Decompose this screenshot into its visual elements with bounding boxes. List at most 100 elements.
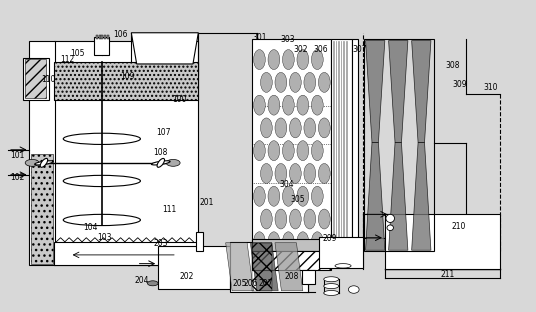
Ellipse shape	[304, 163, 316, 183]
Ellipse shape	[304, 118, 316, 138]
Bar	[302, 270, 315, 284]
Ellipse shape	[311, 232, 323, 252]
Text: 310: 310	[483, 83, 498, 92]
Text: 112: 112	[60, 55, 74, 64]
Text: 203: 203	[153, 239, 168, 248]
Ellipse shape	[282, 50, 294, 70]
Text: 207: 207	[258, 280, 273, 288]
Text: 211: 211	[441, 270, 455, 279]
Ellipse shape	[387, 225, 393, 231]
Ellipse shape	[318, 72, 330, 92]
Ellipse shape	[275, 163, 287, 183]
Ellipse shape	[318, 209, 330, 229]
Ellipse shape	[40, 158, 48, 167]
Bar	[252, 243, 272, 291]
Bar	[54, 41, 198, 265]
Ellipse shape	[63, 175, 140, 187]
Text: 208: 208	[285, 272, 299, 280]
Bar	[331, 39, 352, 251]
Ellipse shape	[35, 161, 53, 165]
Bar	[230, 242, 308, 292]
Ellipse shape	[157, 158, 165, 167]
Ellipse shape	[254, 141, 265, 161]
Ellipse shape	[152, 161, 170, 165]
Ellipse shape	[311, 95, 323, 115]
Ellipse shape	[282, 186, 294, 206]
Ellipse shape	[311, 186, 323, 206]
Ellipse shape	[311, 141, 323, 161]
Ellipse shape	[260, 163, 272, 183]
Ellipse shape	[335, 264, 351, 268]
Ellipse shape	[386, 214, 394, 222]
Ellipse shape	[304, 72, 316, 92]
Ellipse shape	[254, 95, 265, 115]
Polygon shape	[226, 243, 254, 291]
Text: 111: 111	[162, 205, 176, 213]
Text: 104: 104	[83, 223, 98, 232]
Ellipse shape	[275, 118, 287, 138]
Text: 110: 110	[41, 75, 55, 84]
Ellipse shape	[166, 159, 180, 166]
Ellipse shape	[324, 290, 339, 295]
Bar	[319, 237, 363, 268]
Bar	[158, 246, 230, 289]
Ellipse shape	[282, 95, 294, 115]
Polygon shape	[389, 41, 408, 143]
Ellipse shape	[348, 286, 359, 293]
Ellipse shape	[268, 50, 280, 70]
Text: 307: 307	[353, 46, 368, 54]
Text: 304: 304	[279, 180, 294, 188]
Ellipse shape	[297, 95, 309, 115]
Text: 107: 107	[156, 128, 171, 137]
Polygon shape	[131, 33, 198, 64]
Ellipse shape	[289, 163, 301, 183]
Ellipse shape	[254, 50, 265, 70]
Ellipse shape	[268, 186, 280, 206]
Text: 301: 301	[252, 33, 267, 42]
Ellipse shape	[275, 72, 287, 92]
Ellipse shape	[268, 95, 280, 115]
Ellipse shape	[297, 141, 309, 161]
Ellipse shape	[63, 214, 140, 226]
Ellipse shape	[275, 209, 287, 229]
Polygon shape	[366, 143, 385, 250]
Bar	[252, 239, 331, 251]
Ellipse shape	[268, 141, 280, 161]
Bar	[107, 35, 109, 39]
Ellipse shape	[63, 133, 140, 144]
Text: 305: 305	[290, 195, 305, 204]
Bar	[96, 35, 98, 39]
Text: 308: 308	[445, 61, 460, 70]
Bar	[29, 41, 55, 265]
Bar	[99, 35, 101, 39]
Ellipse shape	[297, 186, 309, 206]
Ellipse shape	[289, 118, 301, 138]
Bar	[31, 154, 53, 264]
Ellipse shape	[324, 284, 339, 289]
Bar	[252, 251, 331, 270]
Ellipse shape	[254, 186, 265, 206]
Ellipse shape	[297, 50, 309, 70]
Ellipse shape	[304, 209, 316, 229]
Text: 309: 309	[452, 80, 467, 89]
Text: 303: 303	[280, 35, 295, 43]
Polygon shape	[366, 41, 385, 143]
Bar	[104, 35, 106, 39]
Bar	[54, 242, 198, 265]
Ellipse shape	[254, 232, 265, 252]
Text: 204: 204	[135, 276, 150, 285]
Bar	[252, 39, 331, 251]
Ellipse shape	[289, 72, 301, 92]
Ellipse shape	[260, 209, 272, 229]
Text: 201: 201	[199, 198, 213, 207]
Bar	[25, 59, 46, 98]
Text: 101: 101	[10, 152, 24, 160]
Bar	[101, 35, 103, 39]
Ellipse shape	[260, 72, 272, 92]
Bar	[54, 62, 198, 100]
Text: 108: 108	[154, 149, 168, 157]
Ellipse shape	[318, 118, 330, 138]
Ellipse shape	[318, 163, 330, 183]
Bar	[364, 39, 434, 251]
Polygon shape	[412, 143, 431, 250]
